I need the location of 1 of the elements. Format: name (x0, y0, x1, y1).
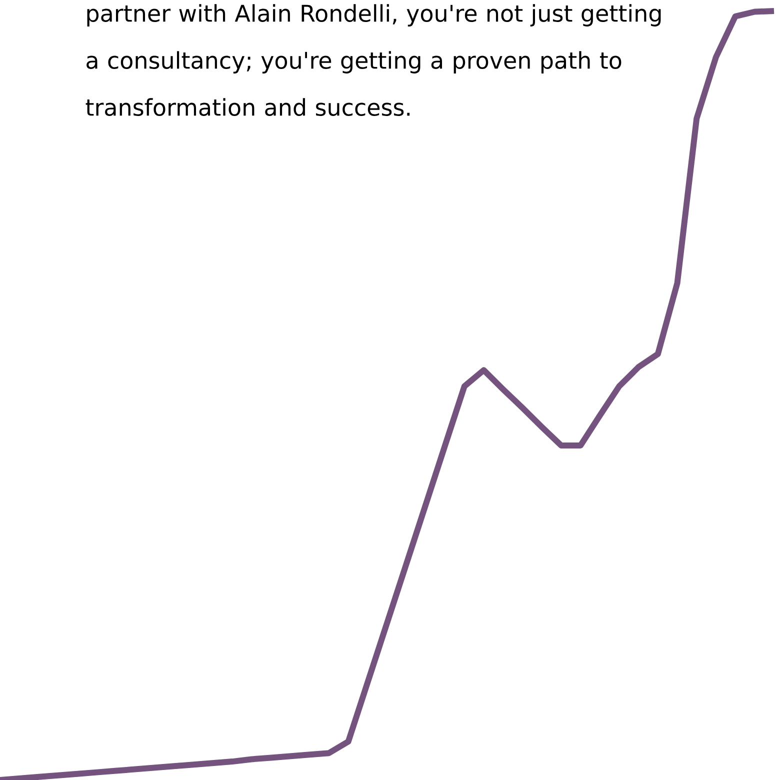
annotation: partner with Alain Rondelli, you're not just getting a consultancy; you're getting a proven path to transformation and success. (86, 4, 661, 116)
